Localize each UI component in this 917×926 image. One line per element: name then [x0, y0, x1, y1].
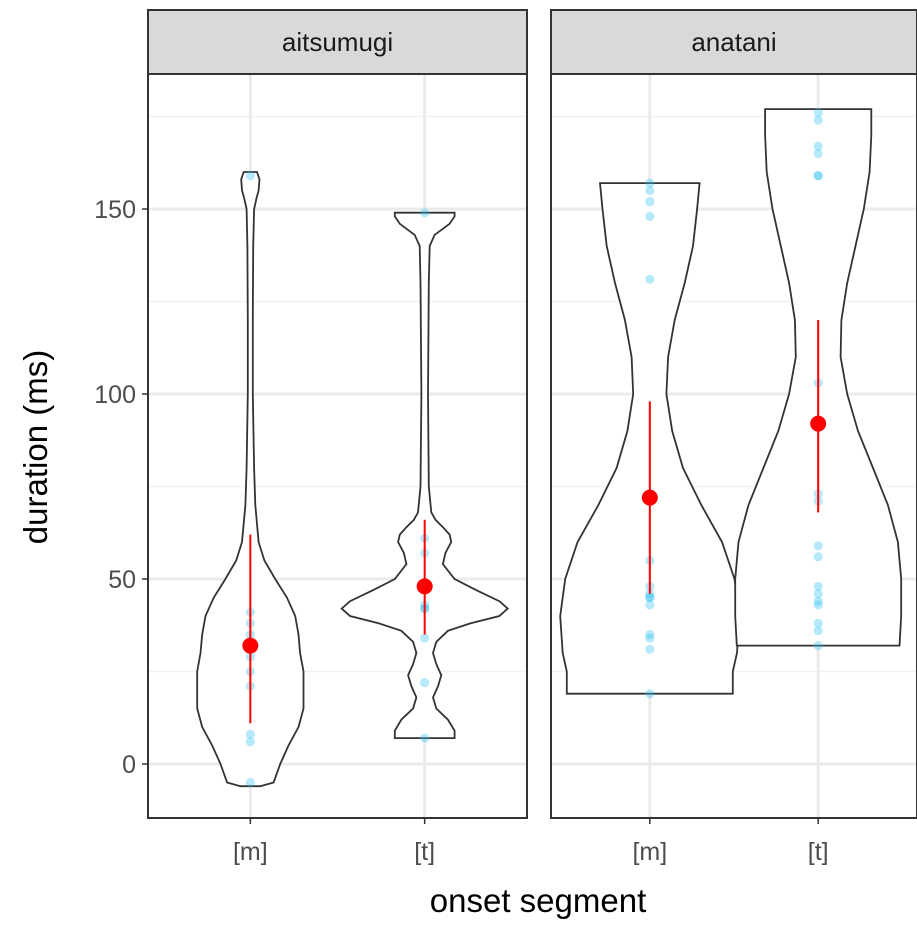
data-point	[813, 626, 823, 636]
data-point	[245, 171, 255, 181]
data-point	[645, 197, 655, 207]
mean-point	[416, 578, 433, 595]
x-tick-label: [t]	[414, 838, 435, 866]
x-axis-label: onset segment	[430, 882, 646, 919]
x-tick-label: [m]	[632, 838, 667, 866]
data-point	[645, 592, 655, 603]
data-point	[813, 171, 823, 181]
facet-panel-anatani: anatani [m] [t]	[550, 9, 917, 866]
facet-strip-label: anatani	[691, 27, 776, 57]
violin-shape	[196, 171, 305, 788]
data-point	[813, 115, 823, 125]
data-point	[245, 777, 255, 788]
data-point	[645, 592, 655, 603]
data-point	[645, 644, 655, 654]
y-tick-label: 50	[108, 566, 136, 594]
violin-group-[t]	[340, 208, 510, 743]
data-point	[645, 185, 655, 196]
data-point	[420, 733, 430, 743]
violin-shape	[340, 211, 510, 739]
data-point	[813, 541, 823, 551]
data-point	[420, 208, 430, 218]
y-axis-title: duration (ms)	[17, 350, 54, 544]
data-point	[645, 689, 655, 699]
data-point	[645, 600, 655, 610]
data-point	[645, 589, 655, 599]
facet-strip	[550, 9, 917, 75]
data-point	[813, 148, 823, 159]
facet-panel-aitsumugi: aitsumugi [m] [t]	[147, 9, 528, 866]
data-point	[645, 211, 655, 221]
violin-group-[t]	[734, 108, 903, 651]
mean-point	[242, 637, 259, 654]
data-point	[645, 629, 655, 640]
data-point	[813, 641, 823, 651]
data-point	[420, 678, 430, 688]
data-point	[813, 552, 823, 562]
mean-point	[641, 489, 658, 506]
data-point	[645, 178, 655, 188]
data-point	[813, 171, 823, 181]
data-point	[245, 729, 255, 740]
facet-strip	[147, 9, 528, 75]
y-tick-label: 150	[94, 196, 136, 224]
facet-strip-label: aitsumugi	[282, 27, 393, 57]
x-tick-label: [t]	[808, 838, 829, 866]
violin-group-[m]	[196, 171, 305, 788]
data-point	[813, 600, 823, 610]
y-tick-label: 0	[122, 751, 136, 779]
data-point	[813, 596, 823, 606]
data-point	[420, 633, 430, 643]
data-point	[645, 274, 655, 284]
y-tick-label: 100	[94, 381, 136, 409]
x-tick-label: [m]	[233, 838, 268, 866]
data-point	[645, 633, 655, 643]
data-point	[813, 589, 823, 599]
y-axis-label: duration (ms)	[17, 350, 54, 544]
mean-point	[810, 415, 827, 432]
data-point	[813, 581, 823, 592]
data-point	[813, 618, 823, 629]
data-point	[813, 141, 823, 151]
data-point	[245, 737, 255, 747]
facet-panels: aitsumugi [m] [t] anatani [m] [t]	[147, 9, 917, 866]
violin-group-[m]	[559, 178, 741, 699]
data-point	[813, 108, 823, 118]
y-axis: 0 50 100 150	[94, 196, 148, 779]
